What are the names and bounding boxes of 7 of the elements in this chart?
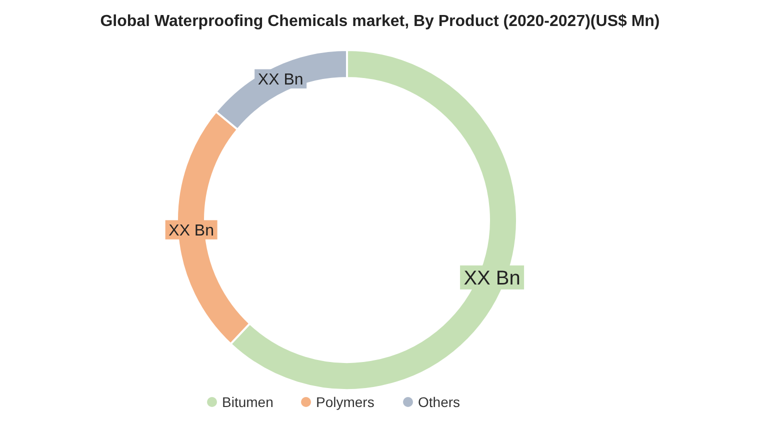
legend-label: Bitumen xyxy=(222,394,274,410)
data-label: XX Bn xyxy=(258,71,304,88)
chart-title: Global Waterproofing Chemicals market, By Product (2020-2027)(US$ Mn) xyxy=(100,13,660,30)
legend-label: Others xyxy=(418,394,460,410)
data-label: XX Bn xyxy=(168,222,214,240)
legend-label: Polymers xyxy=(316,394,374,410)
data-label: XX Bn xyxy=(464,267,520,290)
